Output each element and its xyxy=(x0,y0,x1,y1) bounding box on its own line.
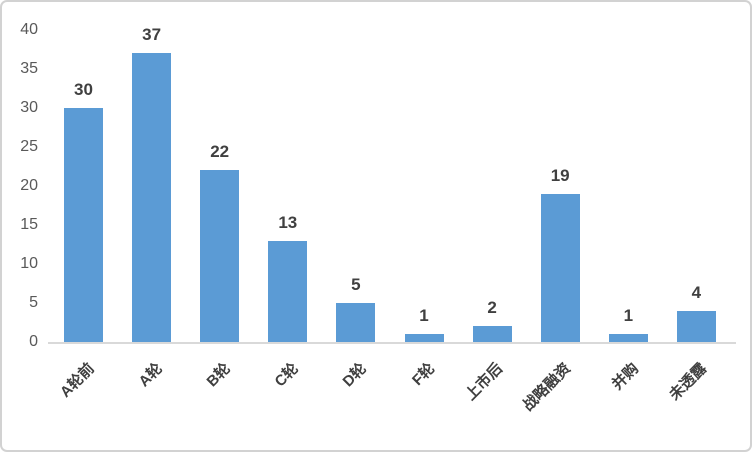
bar xyxy=(200,170,240,342)
x-category-label: C轮 xyxy=(271,360,302,391)
x-category-label: B轮 xyxy=(203,360,234,391)
y-tick-label: 5 xyxy=(29,294,38,311)
y-tick-label: 15 xyxy=(20,216,38,233)
bar xyxy=(404,334,444,342)
bar xyxy=(540,193,580,342)
y-tick-label: 10 xyxy=(20,255,38,272)
y-tick-label: 35 xyxy=(20,60,38,77)
y-tick-label: 20 xyxy=(20,177,38,194)
bar-value-label: 1 xyxy=(419,306,429,326)
x-axis-line xyxy=(48,342,736,344)
x-category-label: 并购 xyxy=(609,360,643,394)
bar xyxy=(64,108,103,342)
bar-value-label: 37 xyxy=(142,25,162,45)
bar-value-label: 30 xyxy=(74,80,93,99)
bar-value-label: 5 xyxy=(351,275,361,294)
bar-value-label: 13 xyxy=(278,212,298,232)
x-category-label: 战略融资 xyxy=(519,360,575,415)
x-category-label: A轮 xyxy=(135,360,166,391)
y-tick-label: 30 xyxy=(20,99,38,116)
bar xyxy=(336,303,376,342)
x-category-label: 未透露 xyxy=(666,360,711,404)
y-tick-label: 40 xyxy=(20,21,38,38)
x-category-label: A轮前 xyxy=(56,360,98,401)
bar-value-label: 2 xyxy=(487,298,497,318)
x-category-label: 上市后 xyxy=(462,360,507,404)
bar xyxy=(472,326,512,342)
x-category-label: D轮 xyxy=(339,360,370,391)
bar-value-label: 19 xyxy=(550,165,570,185)
y-tick-label: 25 xyxy=(20,138,38,155)
bar xyxy=(132,53,172,342)
y-tick-label: 0 xyxy=(29,333,38,350)
bar xyxy=(608,334,648,342)
bar xyxy=(268,240,308,342)
bar-value-label: 22 xyxy=(210,142,230,162)
bar xyxy=(676,310,716,342)
bar-value-label: 1 xyxy=(623,306,634,326)
bar-value-label: 4 xyxy=(691,282,702,302)
x-category-label: F轮 xyxy=(408,360,439,390)
